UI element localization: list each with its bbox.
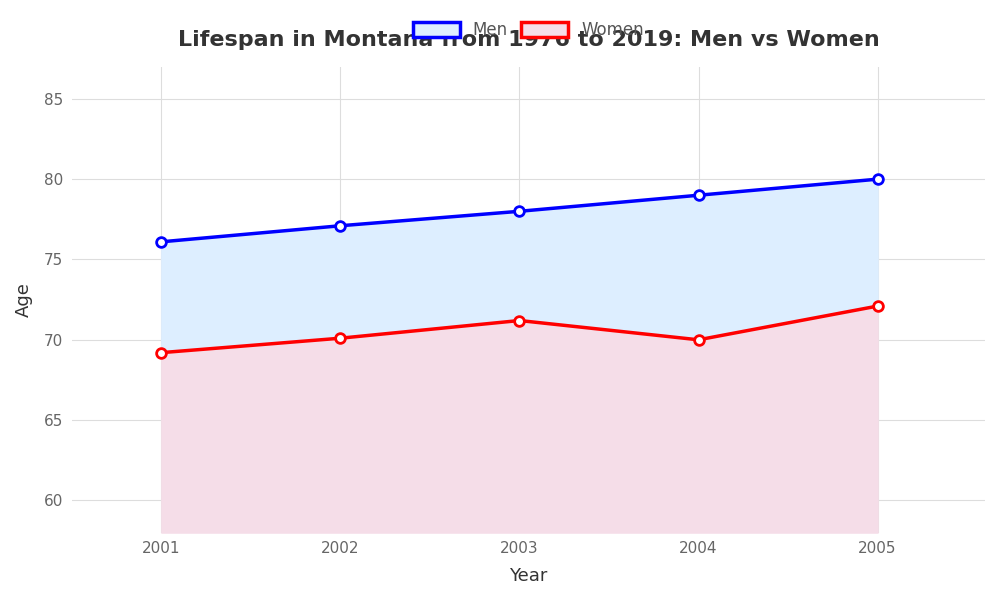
Legend: Men, Women: Men, Women — [406, 14, 651, 46]
X-axis label: Year: Year — [509, 567, 548, 585]
Title: Lifespan in Montana from 1976 to 2019: Men vs Women: Lifespan in Montana from 1976 to 2019: M… — [178, 30, 879, 50]
Y-axis label: Age: Age — [15, 282, 33, 317]
